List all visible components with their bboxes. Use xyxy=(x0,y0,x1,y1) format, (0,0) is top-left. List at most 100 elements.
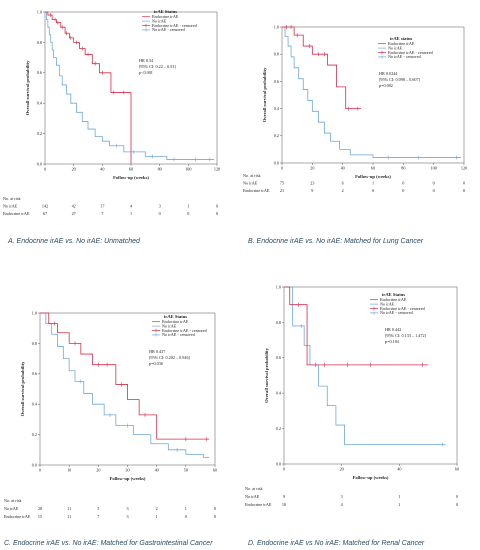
x-tick-label: 120 xyxy=(214,167,220,172)
y-tick-label: 0.8 xyxy=(276,320,281,325)
risk-table-cell: 27 xyxy=(72,211,76,216)
risk-table-cell: 0 xyxy=(216,204,218,209)
hr-annotation: [95% CI: 0.22 – 0.53] xyxy=(139,64,176,69)
legend-entry: No irAE - censored xyxy=(162,332,196,337)
risk-table-cell: 0 xyxy=(402,188,404,193)
no-irae-survival-line xyxy=(40,312,210,458)
x-tick-label: 40 xyxy=(341,166,345,171)
x-tick-label: 0 xyxy=(44,167,46,172)
x-tick-label: 0 xyxy=(281,166,283,171)
legend-entry: Endocrine irAE xyxy=(380,297,407,302)
risk-table-row-label: No irAE xyxy=(243,181,258,186)
risk-table-cell: 0 xyxy=(159,211,161,216)
risk-table-cell: 4 xyxy=(341,502,344,507)
risk-table-cell: 42 xyxy=(72,204,76,209)
x-tick-label: 100 xyxy=(185,167,191,172)
risk-table-cell: 1 xyxy=(187,204,189,209)
no-irae-survival-line xyxy=(284,286,446,445)
x-tick-label: 30 xyxy=(125,468,129,473)
y-tick-label: 0.4 xyxy=(37,101,43,106)
x-tick-label: 0 xyxy=(39,468,41,473)
legend-title: irAE status xyxy=(390,36,413,41)
legend-title: irAE Status xyxy=(154,9,177,14)
hr-annotation: [95% CI: 0.133 – 1.472] xyxy=(385,333,427,338)
hr-annotation: p=0.036 xyxy=(149,361,163,366)
y-tick-label: 0.8 xyxy=(274,52,279,57)
risk-table-header: No. at risk xyxy=(3,196,21,201)
y-tick-label: 0.2 xyxy=(276,426,281,431)
no-irae-survival-line xyxy=(282,26,461,158)
y-tick-label: 1.0 xyxy=(32,310,37,315)
risk-table-cell: 7 xyxy=(101,211,103,216)
risk-table-cell: 0 xyxy=(187,211,189,216)
endocrine-survival-line xyxy=(284,286,429,366)
risk-table-row-label: No irAE xyxy=(3,204,18,209)
risk-table-cell: 1 xyxy=(130,211,132,216)
panel-caption: A. Endocrine irAE vs. No irAE: Unmatched xyxy=(7,238,141,245)
x-tick-label: 80 xyxy=(401,166,405,171)
risk-table-cell: 3 xyxy=(159,204,161,209)
x-tick-label: 80 xyxy=(158,167,162,172)
hr-annotation: [95% CI: 0.202 – 0.946] xyxy=(149,355,191,360)
risk-table-cell: 15 xyxy=(38,514,42,519)
x-tick-label: 120 xyxy=(461,166,467,171)
x-axis-title: Follow-up (weeks) xyxy=(353,475,389,480)
y-tick-label: 0.0 xyxy=(32,462,37,467)
risk-table-cell: 2 xyxy=(156,506,158,511)
x-tick-label: 40 xyxy=(100,167,104,172)
y-tick-label: 0.6 xyxy=(37,70,42,75)
y-tick-label: 0.4 xyxy=(274,106,280,111)
panel-caption: C. Endocrine irAE vs. No irAE: Matched f… xyxy=(4,540,213,547)
legend-entry: Endocrine irAE - censored xyxy=(388,50,434,55)
risk-table-cell: 0 xyxy=(433,181,435,186)
risk-table-cell: 1 xyxy=(398,502,400,507)
legend-entry: No irAE - censored xyxy=(152,27,186,32)
legend-entry: Endocrine irAE xyxy=(162,319,189,324)
risk-table-cell: 0 xyxy=(456,494,458,499)
y-tick-label: 0.8 xyxy=(32,341,37,346)
legend-entry: No irAE - censored xyxy=(380,310,414,315)
risk-table-row-label: Endocrine irAE xyxy=(245,502,272,507)
risk-table-cell: 4 xyxy=(130,204,133,209)
risk-table-cell: 0 xyxy=(463,188,465,193)
y-axis-title: Overall survival probability xyxy=(262,67,267,122)
risk-table-row-label: No irAE xyxy=(4,506,19,511)
y-tick-label: 1.0 xyxy=(37,9,42,14)
risk-table-cell: 2 xyxy=(342,188,344,193)
x-tick-label: 10 xyxy=(67,468,71,473)
legend-entry: Endocrine irAE - censored xyxy=(380,306,426,311)
risk-table-cell: 1 xyxy=(156,514,158,519)
panel-caption: D. Endocrine irAE vs No irAE: Matched fo… xyxy=(248,540,425,547)
y-tick-label: 0.6 xyxy=(276,355,281,360)
y-axis-title: Overall survival probability xyxy=(25,60,30,115)
y-tick-label: 0.2 xyxy=(37,131,42,136)
risk-table-cell: 1 xyxy=(398,494,400,499)
x-tick-label: 60 xyxy=(129,167,133,172)
x-tick-label: 60 xyxy=(371,166,375,171)
risk-table-cell: 1 xyxy=(372,181,374,186)
legend-title: irAE Status xyxy=(164,314,187,319)
endocrine-survival-line xyxy=(40,312,210,440)
hr-annotation: HR 0.442 xyxy=(385,327,401,332)
x-tick-label: 60 xyxy=(455,467,459,472)
endocrine-survival-line xyxy=(282,26,361,109)
risk-table-cell: 0 xyxy=(402,181,404,186)
risk-table-cell: 23 xyxy=(310,181,314,186)
legend-title: irAE Status xyxy=(382,292,405,297)
hr-annotation: HR 0.34 xyxy=(139,58,154,63)
y-tick-label: 0.4 xyxy=(276,391,282,396)
legend-entry: No irAE xyxy=(152,18,167,23)
risk-table-cell: 142 xyxy=(42,204,48,209)
x-tick-label: 20 xyxy=(96,468,100,473)
hr-annotation: HR 0.437 xyxy=(149,349,165,354)
risk-table-cell: 0 xyxy=(214,506,216,511)
risk-table-cell: 10 xyxy=(282,502,286,507)
y-tick-label: 0.0 xyxy=(37,161,42,166)
risk-table-cell: 9 xyxy=(311,188,313,193)
hr-annotation: p<0.001 xyxy=(139,70,153,75)
risk-table-cell: 6 xyxy=(342,181,344,186)
x-axis-title: Follow-up (weeks) xyxy=(110,476,146,481)
x-tick-label: 0 xyxy=(283,467,285,472)
